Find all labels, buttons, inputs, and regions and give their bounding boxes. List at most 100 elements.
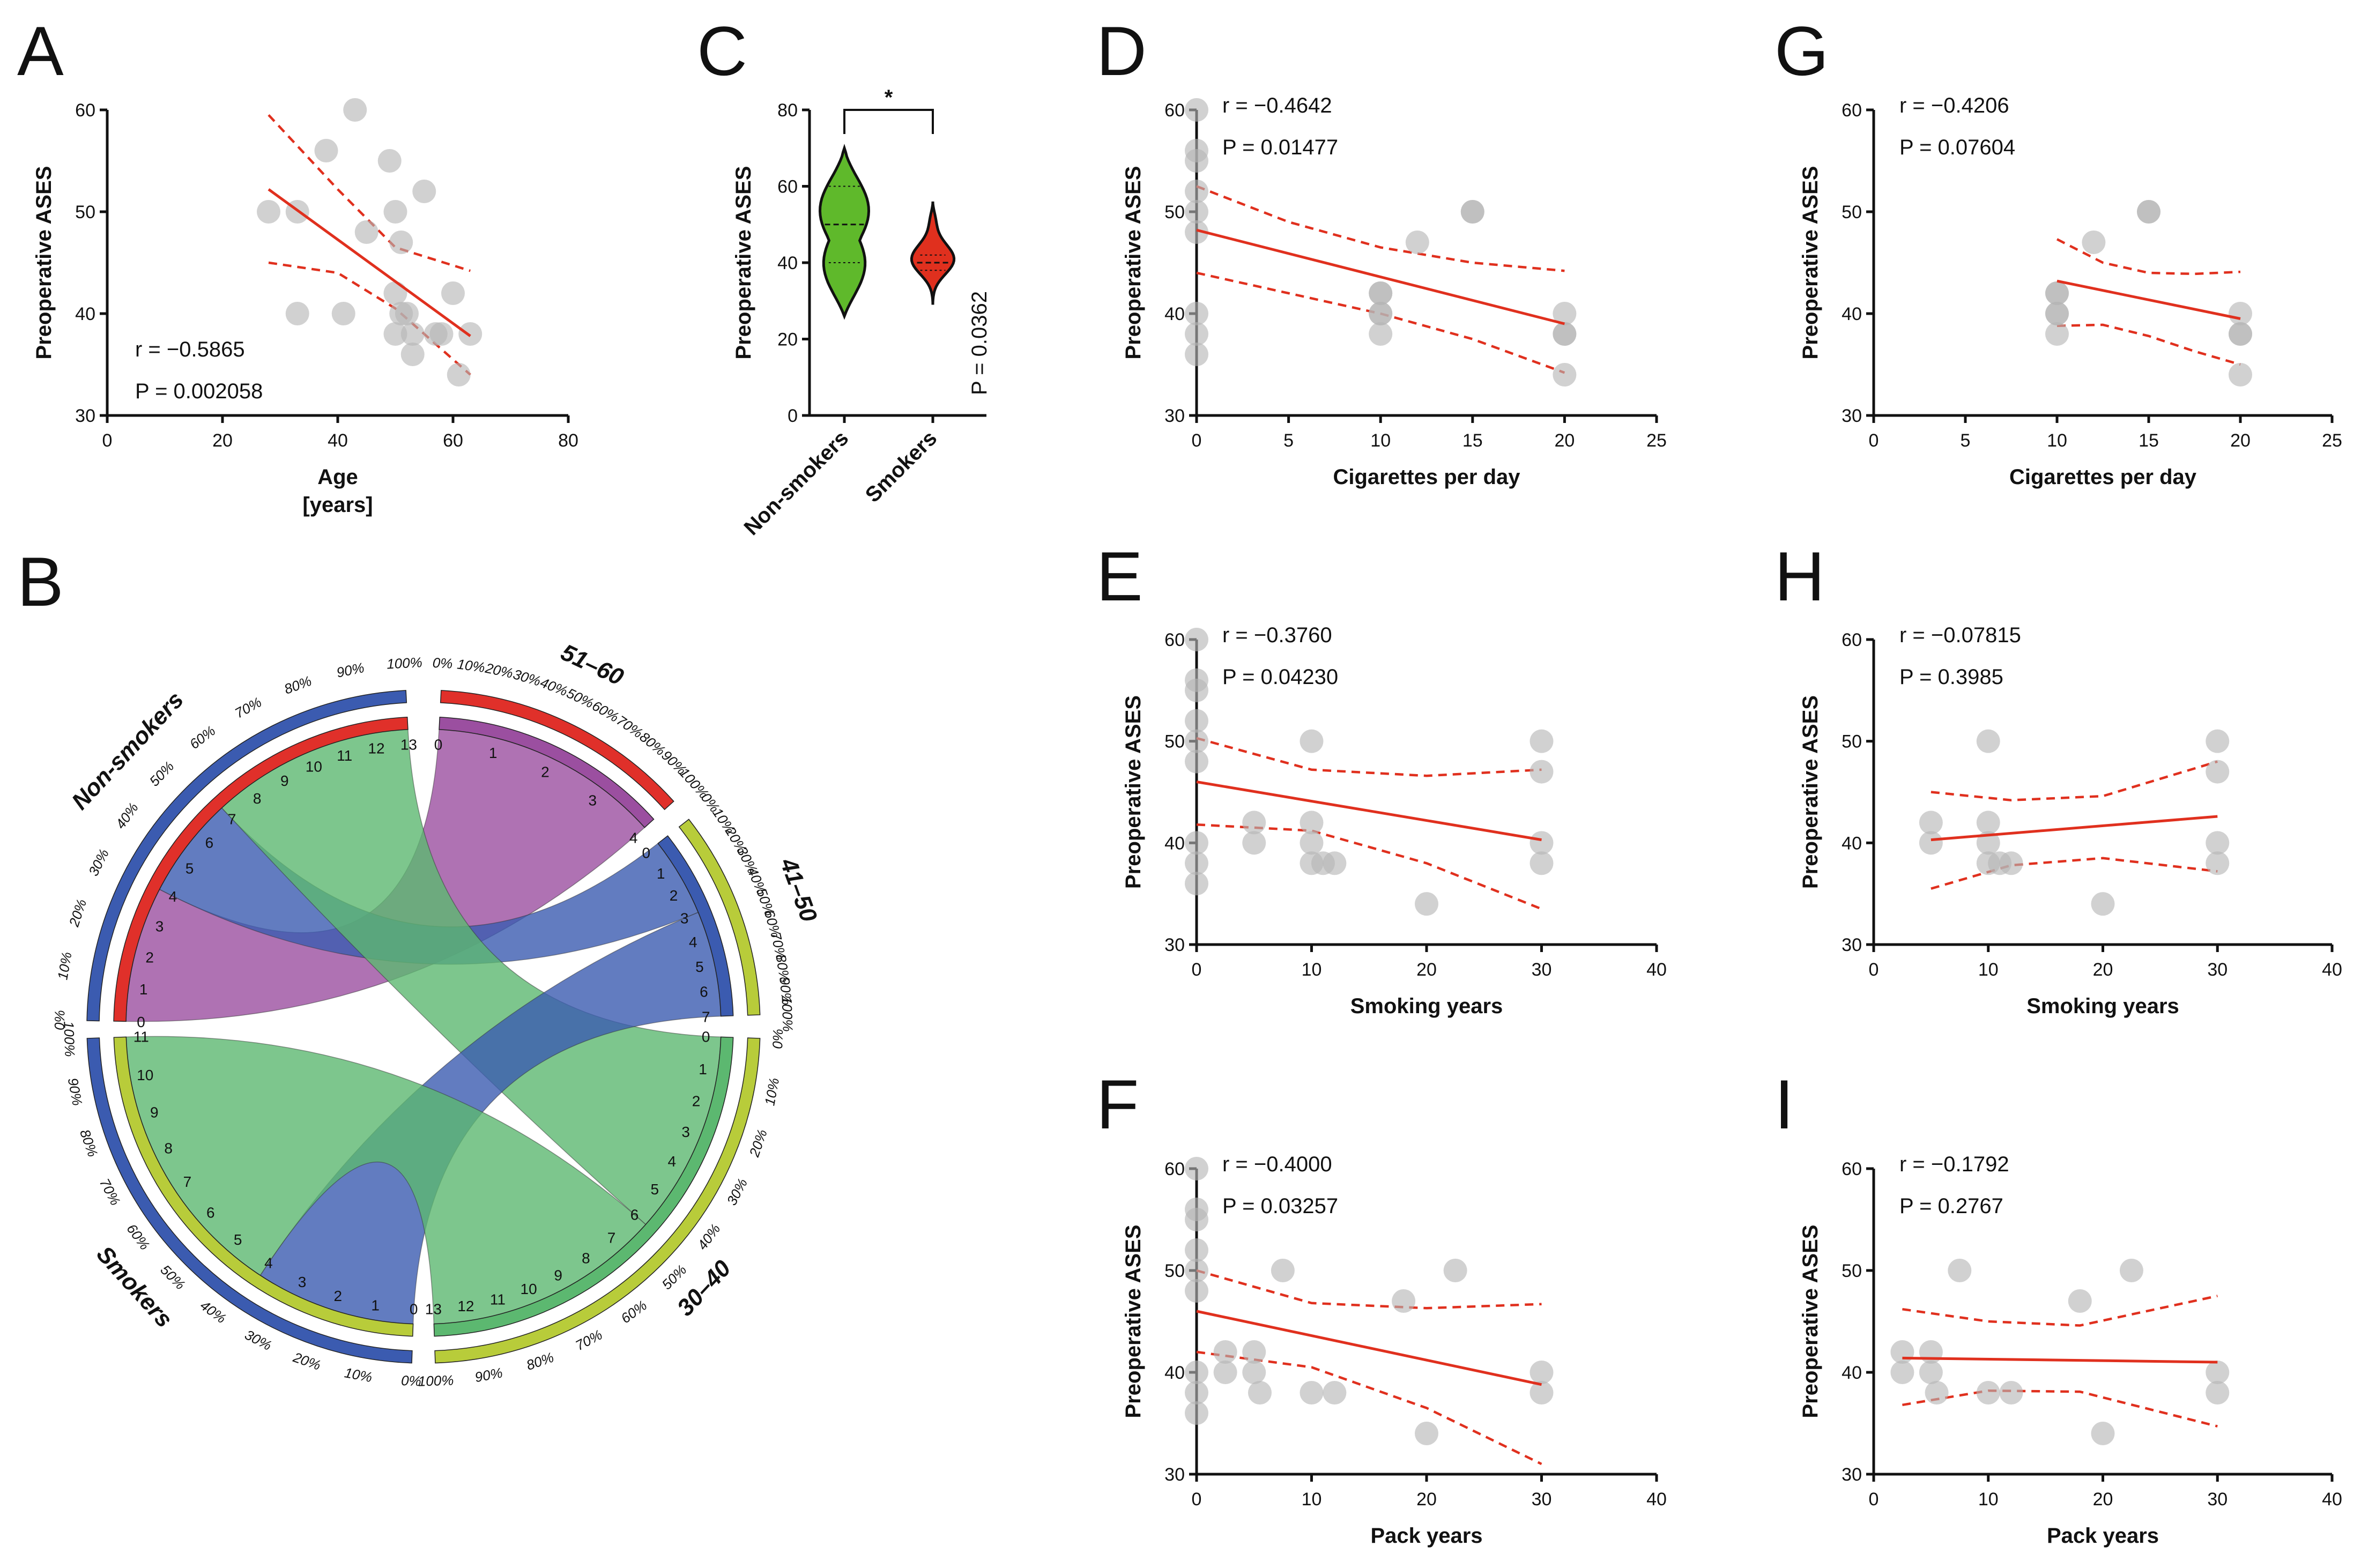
y-tick-label: 50 [1164, 202, 1185, 222]
chord-count-label: 8 [582, 1250, 590, 1266]
data-point [1530, 1361, 1554, 1384]
ci-upper-line [1196, 1269, 1542, 1310]
ci-lower-line [2056, 323, 2241, 366]
x-axis-title: Smoking years [2026, 994, 2179, 1018]
y-tick-label: 30 [75, 406, 95, 426]
data-point [1185, 1401, 1208, 1425]
chord-count-label: 5 [234, 1231, 242, 1248]
data-point [1185, 180, 1208, 203]
y-tick-label: 30 [1164, 935, 1185, 955]
panel-letter-h: H [1775, 537, 1825, 615]
chord-count-label: 2 [692, 1093, 701, 1109]
chord-count-label: 12 [368, 740, 384, 756]
chord-count-label: 4 [629, 829, 638, 846]
data-point [1369, 281, 1393, 305]
data-point [1185, 98, 1208, 122]
data-point [2206, 1361, 2230, 1384]
data-point [2137, 200, 2160, 224]
data-point [1185, 831, 1208, 855]
x-tick-label: 20 [1416, 960, 1437, 980]
y-axis-title: Preoperative ASES [1122, 166, 1145, 360]
ci-upper-line [1196, 185, 1565, 272]
data-point [400, 322, 425, 346]
chord-percent-label: 90% [65, 1076, 86, 1107]
ci-upper-line [2056, 238, 2241, 276]
x-tick-label: 20 [2093, 960, 2113, 980]
chord-count-label: 7 [702, 1009, 710, 1025]
p-value-text: P = 0.0362 [968, 291, 991, 395]
p-value-text: P = 0.3985 [1899, 665, 2003, 689]
data-point [1948, 1259, 1972, 1282]
p-value-text: P = 0.01477 [1222, 136, 1338, 159]
chord-count-label: 13 [425, 1301, 442, 1318]
data-point [1185, 322, 1208, 346]
chord-count-label: 7 [607, 1230, 616, 1246]
chord-outer-ring [86, 690, 407, 1022]
chord-count-label: 2 [541, 763, 550, 780]
ci-upper-line [1931, 760, 2218, 801]
ci-lower-line [268, 261, 471, 376]
p-value-text: P = 0.002058 [135, 380, 263, 403]
chord-count-label: 10 [521, 1281, 537, 1297]
y-tick-label: 40 [1164, 1363, 1185, 1383]
chord-count-label: 2 [334, 1288, 343, 1304]
chord-count-label: 7 [228, 811, 236, 828]
r-value-text: r = −0.07815 [1899, 623, 2021, 647]
data-point [1185, 200, 1208, 224]
chord-percent-label: 100% [61, 1021, 78, 1057]
x-tick-label: 30 [1532, 960, 1552, 980]
r-value-text: r = −0.4206 [1899, 94, 2009, 117]
r-value-text: r = −0.3760 [1222, 623, 1332, 647]
chord-group-label: Smokers [91, 1241, 177, 1333]
data-point [2229, 322, 2252, 346]
chord-percent-label: 60% [618, 1297, 650, 1327]
chord-inner-ring [113, 717, 409, 1022]
x-tick-label: 10 [1978, 1489, 1999, 1510]
panel-letters: A B C D E F G H I [17, 12, 1829, 1143]
data-point [2206, 729, 2230, 753]
fit-line [1196, 781, 1542, 842]
data-point [1185, 1157, 1208, 1180]
chord-outer-ring [86, 1037, 413, 1364]
panel-letter-i: I [1775, 1065, 1794, 1143]
chord-count-label: 13 [400, 737, 417, 753]
y-tick-label: 0 [788, 406, 798, 426]
data-point [1185, 749, 1208, 774]
y-tick-label: 30 [1842, 406, 1862, 426]
chord-count-label: 4 [689, 934, 697, 950]
x-tick-label: 20 [1416, 1489, 1437, 1510]
chord-count-label: 3 [155, 918, 164, 934]
x-tick-label: 30 [2207, 1489, 2228, 1510]
data-point [1999, 1381, 2023, 1404]
chord-percent-label: 30% [723, 1176, 751, 1208]
data-point [1323, 851, 1347, 875]
data-point [447, 363, 471, 387]
chord-percent-label: 40% [538, 674, 570, 700]
data-point [1185, 1381, 1208, 1404]
chord-count-label: 11 [337, 747, 352, 764]
x-tick-label: 0 [1869, 430, 1879, 451]
chord-count-label: 6 [700, 983, 708, 1000]
data-point [1185, 729, 1208, 753]
chord-percent-label: 40% [112, 800, 142, 832]
data-point [1323, 1381, 1347, 1404]
data-point [1185, 302, 1208, 325]
data-point [1185, 1279, 1208, 1303]
data-point [1185, 343, 1208, 366]
chord-count-label: 5 [695, 958, 704, 975]
data-point [1553, 302, 1577, 325]
data-point [1185, 149, 1208, 173]
chord-count-label: 6 [630, 1207, 639, 1223]
data-point [2206, 760, 2230, 784]
data-point [1415, 892, 1438, 916]
chord-percent-label: 50% [658, 1261, 689, 1292]
data-point [1976, 1381, 2000, 1404]
data-point [354, 220, 378, 244]
chord-percent-label: 20% [291, 1349, 323, 1373]
chord-percent-label: 10% [54, 951, 75, 981]
data-point [1185, 1208, 1208, 1231]
data-point [2091, 1422, 2115, 1445]
x-tick-label: 10 [1302, 1489, 1322, 1510]
ci-lower-line [1931, 857, 2218, 890]
